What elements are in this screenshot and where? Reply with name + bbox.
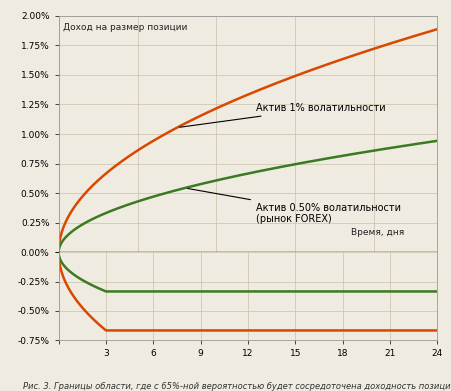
Text: Актив 1% волатильности: Актив 1% волатильности <box>180 103 386 127</box>
Text: Доход на размер позиции: Доход на размер позиции <box>63 23 188 32</box>
Text: Рис. 3. Границы области, где с 65%-ной вероятностью будет сосредоточена доходнос: Рис. 3. Границы области, где с 65%-ной в… <box>23 382 451 391</box>
Text: Актив 0.50% волатильности
(рынок FOREX): Актив 0.50% волатильности (рынок FOREX) <box>188 188 401 224</box>
Text: Время, дня: Время, дня <box>351 228 404 237</box>
